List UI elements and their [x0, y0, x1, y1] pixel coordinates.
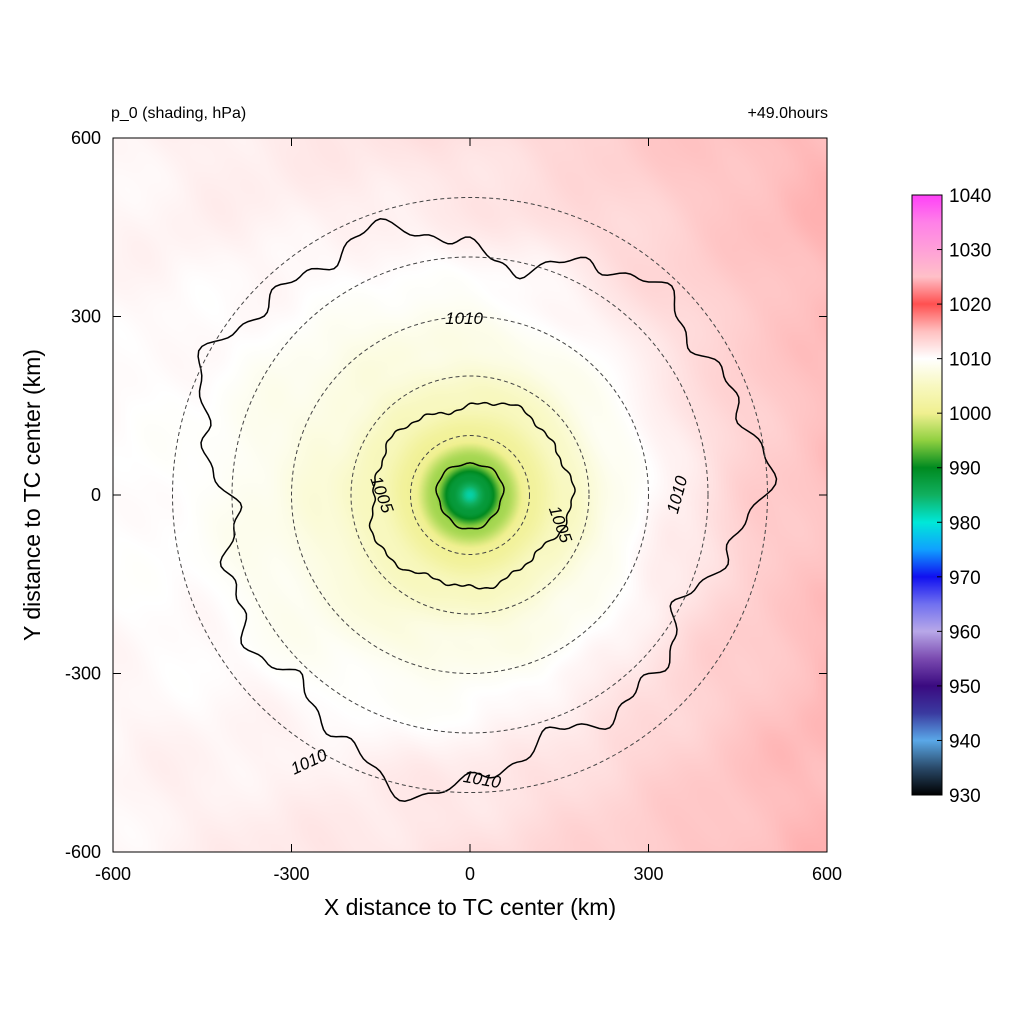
colorbar: 930 940 950 960 970 980 990 1000 1010 1020 1030 104… [911, 186, 991, 807]
x-tick-label: 0 [465, 864, 475, 884]
colorbar-ticks: 930 940 950 960 970 980 990 1000 1010 1020 1030 104… [937, 186, 991, 807]
time-label: +49.0hours [747, 105, 828, 122]
range-ring [172, 197, 768, 793]
colorbar-tick-label: 1040 [949, 186, 991, 207]
y-tick-label: 0 [91, 485, 101, 505]
y-tick-label: 300 [71, 307, 101, 327]
colorbar-tick-label: 940 [949, 731, 981, 752]
y-tick-label: -300 [65, 664, 101, 684]
colorbar-ramp [911, 194, 943, 796]
range-ring [231, 256, 709, 734]
colorbar-tick-label: 960 [949, 622, 981, 643]
y-tick-label: 600 [71, 128, 101, 148]
range-ring [350, 375, 590, 615]
colorbar-tick-label: 970 [949, 568, 981, 589]
x-axis: -600 -300 0 300 600 [95, 138, 842, 884]
colorbar-tick-label: 980 [949, 513, 981, 534]
x-axis-label: X distance to TC center (km) [324, 894, 616, 920]
y-axis: -600 -300 0 300 600 [65, 128, 827, 862]
chart-title: p_0 (shading, hPa) [111, 105, 246, 122]
pressure-field-shading [113, 138, 827, 852]
range-rings [172, 197, 768, 793]
y-axis-label: Y distance to TC center (km) [19, 349, 45, 641]
contour-1005 [368, 401, 576, 590]
x-tick-label: -300 [273, 864, 309, 884]
contour-1010 [197, 218, 778, 802]
pressure-contours [197, 218, 778, 802]
range-ring [291, 316, 649, 674]
range-ring [410, 435, 530, 555]
colorbar-tick-label: 930 [949, 786, 981, 807]
colorbar-tick-label: 990 [949, 459, 981, 480]
colorbar-tick-label: 1000 [949, 404, 991, 425]
y-tick-label: -600 [65, 842, 101, 862]
contour-core [435, 462, 505, 530]
x-tick-label: 600 [812, 864, 842, 884]
x-tick-label: 300 [633, 864, 663, 884]
colorbar-tick-label: 1030 [949, 241, 991, 262]
x-tick-label: -600 [95, 864, 131, 884]
contour-label: 1010 [445, 309, 483, 328]
colorbar-tick-label: 1010 [949, 350, 991, 371]
colorbar-tick-label: 950 [949, 677, 981, 698]
colorbar-tick-label: 1020 [949, 295, 991, 316]
